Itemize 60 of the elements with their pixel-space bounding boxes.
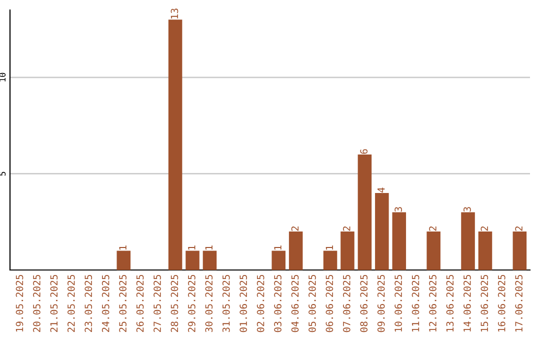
x-tick-label: 20.05.2025 bbox=[33, 274, 40, 332]
x-tick-label: 04.06.2025 bbox=[291, 274, 299, 332]
x-tick-label: 31.05.2025 bbox=[222, 274, 230, 332]
x-tick-label: 11.06.2025 bbox=[412, 274, 420, 332]
data-label: 2 bbox=[480, 226, 488, 231]
x-tick-label: 19.05.2025 bbox=[16, 274, 24, 332]
bar bbox=[478, 231, 492, 270]
bar bbox=[461, 212, 475, 270]
bar bbox=[116, 250, 131, 270]
bar bbox=[512, 231, 527, 270]
data-label: 6 bbox=[360, 149, 368, 154]
x-tick-label: 10.06.2025 bbox=[394, 274, 402, 332]
x-tick-label: 25.05.2025 bbox=[119, 274, 126, 332]
bar bbox=[272, 250, 286, 270]
x-tick-label: 23.05.2025 bbox=[84, 274, 92, 332]
x-tick-label: 08.06.2025 bbox=[360, 274, 368, 332]
x-tick-label: 30.05.2025 bbox=[205, 274, 213, 332]
x-tick-label: 17.06.2025 bbox=[515, 274, 523, 332]
x-tick-label: 14.06.2025 bbox=[464, 274, 471, 332]
x-tick-label: 03.06.2025 bbox=[274, 274, 282, 332]
x-tick-label: 21.05.2025 bbox=[50, 274, 58, 332]
data-label: 1 bbox=[119, 246, 126, 250]
x-tick-label: 24.05.2025 bbox=[102, 274, 110, 332]
x-tick-label: 28.05.2025 bbox=[170, 274, 178, 332]
data-label: 3 bbox=[464, 207, 471, 212]
bar bbox=[186, 250, 200, 270]
data-label: 1 bbox=[205, 246, 212, 250]
x-tick-label: 07.06.2025 bbox=[342, 274, 350, 332]
x-tick-label: 12.06.2025 bbox=[429, 274, 436, 332]
data-label: 1 bbox=[326, 246, 333, 250]
x-tick-label: 29.05.2025 bbox=[188, 274, 196, 332]
x-tick-label: 22.05.2025 bbox=[67, 274, 75, 332]
x-tick-label: 02.06.2025 bbox=[256, 274, 264, 332]
x-tick-label: 06.06.2025 bbox=[326, 274, 334, 332]
data-label: 4 bbox=[378, 188, 385, 192]
x-tick-label: 15.06.2025 bbox=[480, 274, 488, 332]
data-label: 1 bbox=[274, 246, 282, 250]
x-tick-label: 13.06.2025 bbox=[446, 274, 454, 332]
bar bbox=[202, 250, 217, 270]
bar bbox=[375, 192, 389, 270]
data-label: 2 bbox=[291, 226, 299, 231]
bar bbox=[168, 20, 182, 270]
bar bbox=[288, 231, 303, 270]
data-label: 2 bbox=[342, 226, 350, 231]
bar bbox=[340, 231, 354, 270]
x-tick-label: 26.05.2025 bbox=[136, 274, 144, 332]
bar bbox=[323, 250, 338, 270]
x-tick-label: 16.06.2025 bbox=[498, 274, 506, 332]
x-tick-label: 27.05.2025 bbox=[154, 274, 161, 332]
x-tick-label: 09.06.2025 bbox=[377, 274, 385, 332]
data-label: 2 bbox=[515, 226, 522, 231]
data-label: 13 bbox=[170, 8, 178, 18]
bar bbox=[392, 212, 406, 270]
data-label: 3 bbox=[394, 207, 402, 212]
bar bbox=[426, 231, 440, 270]
bar bbox=[358, 154, 372, 270]
x-tick-label: 01.06.2025 bbox=[240, 274, 248, 332]
x-tick-label: 05.06.2025 bbox=[308, 274, 316, 332]
data-label: 2 bbox=[429, 226, 436, 231]
data-label: 1 bbox=[188, 246, 196, 250]
